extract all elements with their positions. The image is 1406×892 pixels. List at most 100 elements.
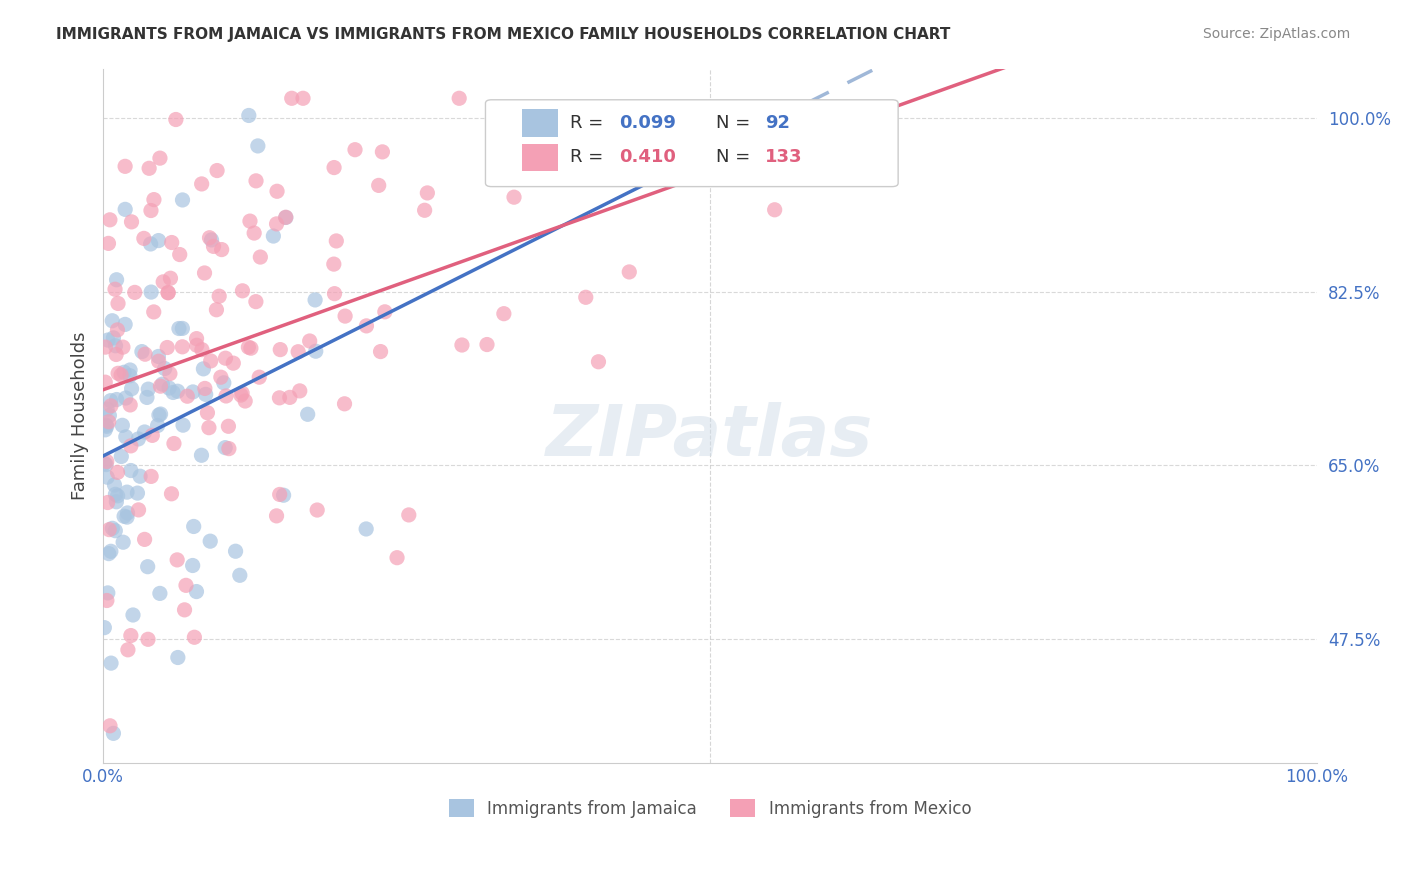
Immigrants from Mexico	[117, 642, 139, 657]
Immigrants from Jamaica	[96, 402, 118, 417]
Immigrants from Mexico	[96, 454, 118, 468]
Immigrants from Jamaica	[274, 211, 297, 225]
Immigrants from Jamaica	[103, 331, 125, 345]
Immigrants from Mexico	[322, 257, 344, 271]
Immigrants from Jamaica	[153, 361, 176, 376]
Text: 92: 92	[765, 113, 790, 132]
Immigrants from Mexico	[619, 265, 641, 279]
Immigrants from Jamaica	[262, 229, 284, 244]
Immigrants from Mexico	[238, 340, 260, 354]
Text: 133: 133	[765, 148, 803, 167]
Immigrants from Jamaica	[273, 488, 295, 502]
Immigrants from Mexico	[200, 354, 222, 368]
Immigrants from Mexico	[249, 250, 271, 264]
Immigrants from Mexico	[763, 202, 786, 217]
Immigrants from Mexico	[571, 108, 593, 122]
Immigrants from Mexico	[449, 91, 471, 105]
Immigrants from Mexico	[148, 354, 170, 368]
Immigrants from Jamaica	[214, 441, 236, 455]
Immigrants from Mexico	[128, 503, 150, 517]
Immigrants from Mexico	[231, 386, 253, 401]
Immigrants from Jamaica	[96, 419, 118, 434]
Immigrants from Mexico	[269, 343, 291, 357]
Text: Source: ZipAtlas.com: Source: ZipAtlas.com	[1202, 27, 1350, 41]
Immigrants from Jamaica	[100, 393, 122, 408]
Immigrants from Jamaica	[304, 293, 326, 307]
Immigrants from Mexico	[370, 344, 392, 359]
Immigrants from Mexico	[141, 428, 163, 442]
Immigrants from Jamaica	[98, 409, 121, 423]
Immigrants from Mexico	[166, 553, 188, 567]
Immigrants from Mexico	[111, 340, 134, 354]
Immigrants from Mexico	[398, 508, 420, 522]
Immigrants from Mexico	[231, 284, 253, 298]
Immigrants from Mexico	[233, 394, 256, 409]
Immigrants from Jamaica	[150, 377, 173, 392]
Immigrants from Jamaica	[136, 559, 159, 574]
Immigrants from Mexico	[121, 215, 143, 229]
Immigrants from Mexico	[413, 203, 436, 218]
Immigrants from Mexico	[173, 603, 195, 617]
Immigrants from Jamaica	[100, 656, 122, 670]
Immigrants from Jamaica	[101, 314, 124, 328]
Immigrants from Jamaica	[229, 568, 252, 582]
Immigrants from Jamaica	[94, 417, 117, 432]
Immigrants from Jamaica	[94, 423, 117, 437]
Text: N =: N =	[716, 148, 756, 167]
Immigrants from Mexico	[205, 163, 228, 178]
Immigrants from Mexico	[139, 469, 162, 483]
Immigrants from Jamaica	[93, 456, 115, 470]
Immigrants from Mexico	[98, 523, 121, 537]
Immigrants from Jamaica	[139, 236, 162, 251]
Immigrants from Mexico	[172, 340, 194, 354]
Immigrants from Mexico	[333, 309, 356, 323]
Immigrants from Jamaica	[149, 407, 172, 421]
Immigrants from Mexico	[97, 236, 120, 251]
Immigrants from Jamaica	[111, 418, 134, 433]
Immigrants from Jamaica	[129, 469, 152, 483]
Immigrants from Jamaica	[127, 486, 149, 500]
Immigrants from Jamaica	[131, 344, 153, 359]
Immigrants from Jamaica	[238, 108, 260, 122]
Immigrants from Jamaica	[200, 534, 222, 549]
Immigrants from Mexico	[239, 214, 262, 228]
Immigrants from Mexico	[298, 334, 321, 348]
Immigrants from Jamaica	[104, 339, 127, 353]
Immigrants from Jamaica	[112, 365, 135, 379]
Immigrants from Mexico	[152, 275, 174, 289]
Immigrants from Mexico	[132, 231, 155, 245]
Immigrants from Mexico	[142, 305, 165, 319]
Immigrants from Mexico	[287, 344, 309, 359]
Immigrants from Jamaica	[93, 621, 115, 635]
Immigrants from Mexico	[229, 388, 252, 402]
Immigrants from Jamaica	[97, 547, 120, 561]
Immigrants from Mexico	[124, 285, 146, 300]
Immigrants from Mexico	[323, 161, 346, 175]
Immigrants from Mexico	[205, 302, 228, 317]
Immigrants from Mexico	[157, 285, 180, 300]
Immigrants from Jamaica	[141, 285, 163, 299]
Immigrants from Mexico	[243, 226, 266, 240]
Immigrants from Mexico	[160, 235, 183, 250]
Immigrants from Jamaica	[166, 650, 188, 665]
Immigrants from Jamaica	[212, 376, 235, 390]
Immigrants from Jamaica	[305, 344, 328, 359]
Immigrants from Mexico	[96, 593, 118, 607]
Immigrants from Mexico	[114, 159, 136, 173]
Immigrants from Mexico	[634, 128, 657, 143]
Immigrants from Mexico	[269, 391, 291, 405]
Immigrants from Jamaica	[97, 333, 120, 347]
Immigrants from Mexico	[94, 340, 117, 354]
Immigrants from Jamaica	[183, 519, 205, 533]
Immigrants from Mexico	[156, 341, 179, 355]
Immigrants from Mexico	[278, 390, 301, 404]
Immigrants from Mexico	[194, 381, 217, 395]
Immigrants from Jamaica	[115, 510, 138, 524]
Immigrants from Jamaica	[186, 584, 208, 599]
Immigrants from Jamaica	[105, 495, 128, 509]
Immigrants from Mexico	[98, 719, 121, 733]
Immigrants from Jamaica	[97, 586, 120, 600]
Immigrants from Mexico	[288, 384, 311, 398]
Immigrants from Mexico	[198, 420, 221, 434]
Immigrants from Jamaica	[167, 321, 190, 335]
